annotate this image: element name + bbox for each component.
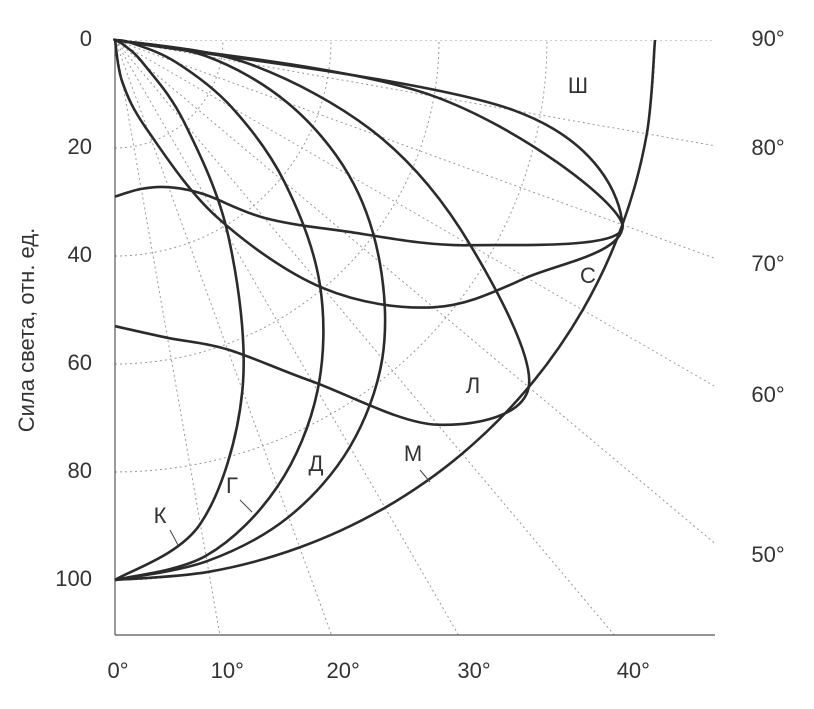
curve-label: М (404, 441, 422, 466)
angle-tick-label: 10° (211, 658, 244, 683)
angle-tick-label: 20° (326, 658, 359, 683)
curve-label: С (580, 263, 596, 288)
angle-tick-label: 30° (457, 658, 490, 683)
label-leader (169, 529, 179, 546)
curve-label: К (154, 503, 167, 528)
y-tick-label: 100 (55, 566, 92, 591)
grid-arc (115, 40, 224, 149)
grid-radial (115, 40, 221, 635)
label-leader (239, 499, 253, 513)
intensity-curve (114, 38, 387, 582)
grid-radial (115, 40, 715, 147)
grid-arc (115, 40, 548, 473)
y-tick-label: 40 (68, 242, 92, 267)
y-axis-label: Сила света, отн. ед. (14, 228, 39, 433)
curve-label: Г (226, 473, 238, 498)
grid-radial (115, 40, 715, 259)
intensity-curve (112, 38, 245, 582)
angle-tick-label: 90° (751, 26, 784, 51)
angle-tick-label: 0° (107, 658, 128, 683)
curves (112, 38, 657, 582)
angle-tick-label: 60° (751, 382, 784, 407)
y-tick-label: 0 (80, 26, 92, 51)
label-leader (419, 469, 431, 483)
intensity-curve (114, 39, 657, 582)
y-tick-label: 20 (68, 134, 92, 159)
y-tick-label: 60 (68, 350, 92, 375)
grid-radial (115, 40, 615, 635)
intensity-curve (114, 38, 531, 427)
grid-radial (115, 40, 715, 387)
grid-radial (115, 40, 715, 544)
curve-label: Д (309, 451, 324, 476)
intensity-curve (113, 38, 624, 309)
curve-label: Ш (568, 73, 588, 98)
intensity-curve (114, 38, 624, 247)
angle-tick-label: 70° (751, 251, 784, 276)
grid-radial (115, 40, 333, 635)
grid-arc (115, 40, 332, 257)
y-tick-label: 80 (68, 458, 92, 483)
curve-label: Л (466, 373, 480, 398)
angle-tick-label: 50° (751, 542, 784, 567)
intensity-curve (114, 38, 325, 582)
angle-tick-label: 40° (617, 658, 650, 683)
grid (115, 40, 715, 635)
angle-tick-label: 80° (751, 135, 784, 160)
